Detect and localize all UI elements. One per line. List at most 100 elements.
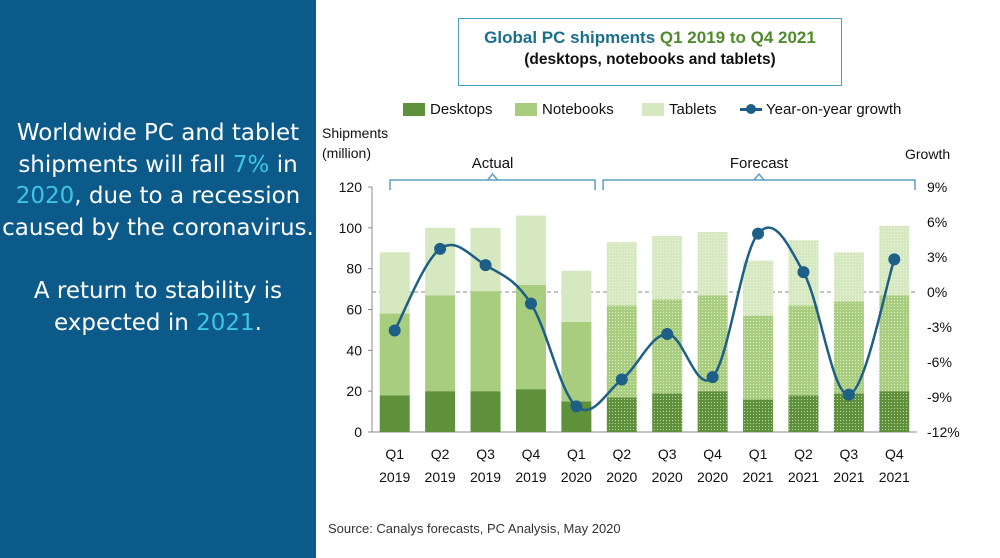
y2-tick-label: -3% bbox=[927, 319, 952, 335]
x-tick-label-year: 2019 bbox=[470, 469, 501, 485]
x-tick-label-quarter: Q1 bbox=[385, 446, 404, 462]
y-axis-label-right: Growth bbox=[905, 146, 951, 162]
bar-desktops bbox=[788, 395, 819, 432]
x-tick-label-quarter: Q3 bbox=[658, 446, 677, 462]
bar-notebooks bbox=[743, 315, 774, 400]
x-tick-label-quarter: Q2 bbox=[794, 446, 813, 462]
y2-tick-label: 0% bbox=[927, 284, 947, 300]
y2-tick-label: -12% bbox=[927, 424, 960, 440]
y2-tick-label: 3% bbox=[927, 249, 947, 265]
x-tick-label-quarter: Q3 bbox=[840, 446, 859, 462]
y2-tick-label: 6% bbox=[927, 214, 947, 230]
chart-title: Global PC shipments Q1 2019 to Q4 2021 bbox=[459, 28, 841, 48]
bar-tablets bbox=[743, 260, 774, 316]
x-tick-label-year: 2020 bbox=[652, 469, 683, 485]
x-tick-label-year: 2021 bbox=[833, 469, 864, 485]
growth-point bbox=[524, 297, 537, 310]
legend-swatch-tablets bbox=[642, 103, 664, 116]
source-note: Source: Canalys forecasts, PC Analysis, … bbox=[328, 521, 621, 536]
legend-swatch-notebooks bbox=[515, 103, 537, 116]
x-tick-label-quarter: Q2 bbox=[431, 446, 450, 462]
headline-paragraph-1: Worldwide PC and tablet shipments will f… bbox=[0, 118, 316, 244]
left-panel: Worldwide PC and tablet shipments will f… bbox=[0, 0, 316, 558]
x-tick-label-quarter: Q1 bbox=[749, 446, 768, 462]
x-tick-label-year: 2020 bbox=[606, 469, 637, 485]
bar-desktops bbox=[606, 397, 637, 432]
growth-point bbox=[752, 227, 765, 240]
x-tick-label-year: 2019 bbox=[425, 469, 456, 485]
bar-notebooks bbox=[561, 321, 592, 402]
forecast-bracket bbox=[602, 179, 916, 190]
y-axis-label-left-line: (million) bbox=[322, 145, 371, 161]
y2-tick-label: -6% bbox=[927, 354, 952, 370]
actual-label: Actual bbox=[472, 155, 514, 172]
actual-bracket bbox=[389, 179, 596, 190]
highlight-year-2021: 2021 bbox=[196, 309, 255, 336]
bar-desktops bbox=[697, 391, 728, 432]
chart-title-box: Global PC shipments Q1 2019 to Q4 2021 (… bbox=[458, 18, 842, 86]
legend-swatch-desktops bbox=[403, 103, 425, 116]
bar-notebooks bbox=[652, 299, 683, 394]
bar-notebooks bbox=[833, 301, 864, 394]
bar-tablets bbox=[652, 236, 683, 300]
y-tick-label: 20 bbox=[346, 383, 362, 399]
chart-legend: Desktops Notebooks Tablets Year-on-year … bbox=[0, 101, 1000, 121]
bar-desktops bbox=[743, 399, 774, 432]
bar-tablets bbox=[379, 252, 410, 314]
chart-title-period: Q1 2019 to Q4 2021 bbox=[659, 28, 816, 47]
headline-paragraph-2: A return to stability is expected in 202… bbox=[0, 276, 316, 339]
chart-title-main: Global PC shipments bbox=[484, 28, 656, 47]
chart-subtitle: (desktops, notebooks and tablets) bbox=[524, 51, 776, 68]
growth-point bbox=[479, 259, 492, 272]
headline-text-segment: . bbox=[254, 309, 262, 336]
bar-notebooks bbox=[470, 291, 501, 392]
legend-label-tablets: Tablets bbox=[669, 101, 717, 118]
growth-line bbox=[393, 226, 896, 412]
y-tick-label: 40 bbox=[346, 342, 362, 358]
y-tick-label: 100 bbox=[339, 220, 363, 236]
growth-point bbox=[888, 253, 901, 266]
legend-item-desktops: Desktops bbox=[403, 101, 493, 118]
x-tick-label-year: 2021 bbox=[788, 469, 819, 485]
highlight-year-2020: 2020 bbox=[15, 183, 75, 209]
bar-tablets bbox=[515, 215, 546, 285]
x-tick-label-year: 2019 bbox=[515, 469, 546, 485]
bar-tablets bbox=[833, 252, 864, 302]
x-tick-label-year: 2020 bbox=[561, 469, 592, 485]
x-tick-label-year: 2021 bbox=[742, 469, 773, 485]
bar-notebooks bbox=[425, 295, 456, 392]
x-tick-label-quarter: Q4 bbox=[885, 446, 904, 462]
y2-tick-label: -9% bbox=[927, 389, 952, 405]
legend-item-growth: Year-on-year growth bbox=[740, 101, 901, 118]
bar-desktops bbox=[879, 391, 910, 432]
growth-point bbox=[842, 388, 855, 401]
forecast-bracket-tip bbox=[753, 172, 765, 181]
growth-point bbox=[388, 324, 401, 337]
growth-point bbox=[706, 371, 719, 384]
growth-point bbox=[615, 373, 628, 386]
legend-swatch-growth bbox=[740, 104, 762, 114]
headline-text-segment: Worldwide PC and tablet shipments will f… bbox=[16, 120, 300, 178]
x-tick-label-quarter: Q3 bbox=[476, 446, 495, 462]
legend-item-notebooks: Notebooks bbox=[515, 101, 614, 118]
growth-point bbox=[661, 328, 674, 340]
headline-text-segment: , due to a recession caused by the coron… bbox=[2, 183, 314, 241]
growth-point bbox=[797, 266, 810, 279]
x-tick-label-quarter: Q2 bbox=[612, 446, 631, 462]
bar-notebooks bbox=[788, 305, 819, 396]
y2-tick-label: 9% bbox=[927, 179, 947, 195]
bar-tablets bbox=[697, 231, 728, 296]
headline-text-segment: in bbox=[269, 151, 298, 178]
growth-point bbox=[434, 242, 447, 255]
legend-item-tablets: Tablets bbox=[642, 101, 717, 118]
bar-desktops bbox=[652, 393, 683, 432]
legend-label-notebooks: Notebooks bbox=[542, 101, 614, 118]
y-tick-label: 0 bbox=[354, 424, 362, 440]
bar-notebooks bbox=[879, 295, 910, 392]
bar-desktops bbox=[515, 389, 546, 432]
y-tick-label: 60 bbox=[346, 302, 362, 318]
x-tick-label-year: 2020 bbox=[697, 469, 728, 485]
actual-bracket-tip bbox=[486, 172, 499, 181]
headline-text-segment: A return to stability is expected in bbox=[33, 278, 283, 336]
